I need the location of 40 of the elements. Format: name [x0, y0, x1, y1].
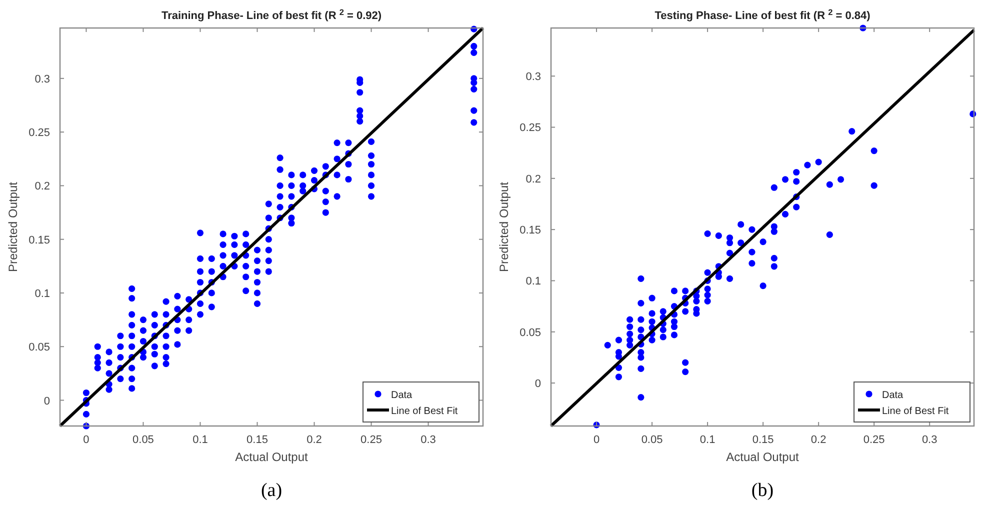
y-tick-label: 0.1 [526, 276, 541, 288]
y-tick-label: 0.15 [28, 234, 50, 246]
x-tick-label: 0.25 [863, 434, 885, 446]
legend-label: Data [882, 390, 904, 401]
x-tick-label: 0.25 [360, 434, 382, 446]
x-tick-label: 0.15 [246, 434, 268, 446]
x-tick-label: 0 [83, 434, 90, 446]
y-tick-label: 0.25 [520, 122, 541, 134]
x-tick-label: 0.2 [306, 434, 322, 446]
y-tick-label: 0.2 [34, 180, 50, 193]
y-tick-label: 0.25 [28, 127, 50, 140]
y-tick-label: 0.3 [526, 71, 541, 84]
x-tick-label: 0.1 [192, 434, 208, 446]
x-tick-label: 0.3 [922, 434, 938, 446]
y-axis-title: Predicted Output [497, 181, 511, 272]
x-tick-label: 0.3 [420, 434, 436, 446]
x-tick-label: 0.05 [132, 434, 154, 446]
y-tick-label: 0.05 [520, 326, 541, 339]
y-tick-label: 0.1 [34, 288, 50, 300]
text: (b) [751, 480, 774, 501]
y-tick-label: 0.3 [34, 73, 50, 86]
x-tick-label: 0 [593, 434, 600, 446]
y-tick-label: 0.2 [526, 173, 541, 186]
chart-title: Training Phase- Line of best fit (R $^{2}$ = 0.92) [161, 8, 382, 22]
y-tick-label: 0.15 [520, 224, 541, 237]
x-axis-title: Actual Output [235, 450, 309, 464]
legend-label: Line of Best Fit [391, 406, 458, 417]
x-axis-title: Actual Output [726, 450, 800, 464]
y-axis-title: Predicted Output [6, 181, 20, 272]
x-tick-label: 0.05 [641, 434, 663, 446]
x-tick-label: 0.1 [700, 434, 716, 446]
y-tick-label: 0.05 [28, 342, 50, 354]
y-tick-label: 0 [534, 378, 541, 390]
x-tick-label: 0.2 [810, 434, 826, 446]
legend-label: Line of Best Fit [882, 406, 949, 417]
text: (a) [260, 480, 282, 501]
x-tick-label: 0.15 [752, 434, 774, 446]
chart-title: Testing Phase- Line of best fit (R $^{2}$ = 0.84) [654, 8, 871, 22]
y-tick-label: 0 [44, 395, 50, 408]
legend-label: Data [391, 390, 413, 401]
